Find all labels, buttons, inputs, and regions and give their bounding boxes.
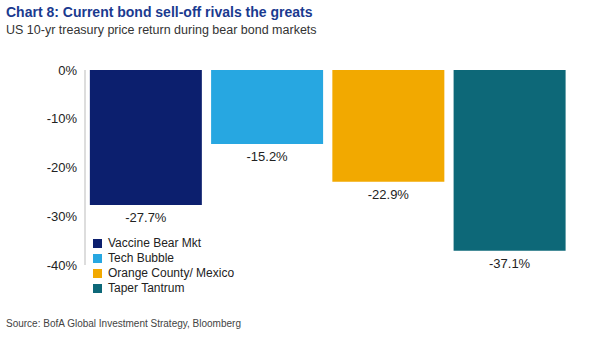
html-text:Orange County/ Mexico: Orange County/ Mexico — [108, 266, 235, 280]
html-text:US 10-yr treasury price return: US 10-yr treasury price return during be… — [6, 23, 317, 37]
html-text:Source: BofA Global Investment: Source: BofA Global Investment Strategy,… — [6, 318, 241, 329]
html-text:Taper Tantrum: Taper Tantrum — [108, 281, 185, 295]
html-text:Chart 8: Current bond sell-off: Chart 8: Current bond sell-off rivals th… — [6, 4, 313, 20]
svg-text:-37.1%: -37.1% — [489, 256, 531, 271]
svg-text:-27.7%: -27.7% — [125, 210, 167, 225]
html-text:Tech Bubble: Tech Bubble — [108, 251, 174, 265]
svg-text:-10%: -10% — [47, 111, 78, 126]
svg-text:0%: 0% — [58, 63, 77, 78]
svg-text:-15.2%: -15.2% — [246, 149, 288, 164]
svg-text:-30%: -30% — [47, 209, 78, 224]
html-text:Vaccine Bear Mkt: Vaccine Bear Mkt — [108, 236, 202, 250]
svg-text:-22.9%: -22.9% — [368, 187, 410, 202]
svg-text:-40%: -40% — [47, 258, 78, 273]
svg-text:-20%: -20% — [47, 160, 78, 175]
